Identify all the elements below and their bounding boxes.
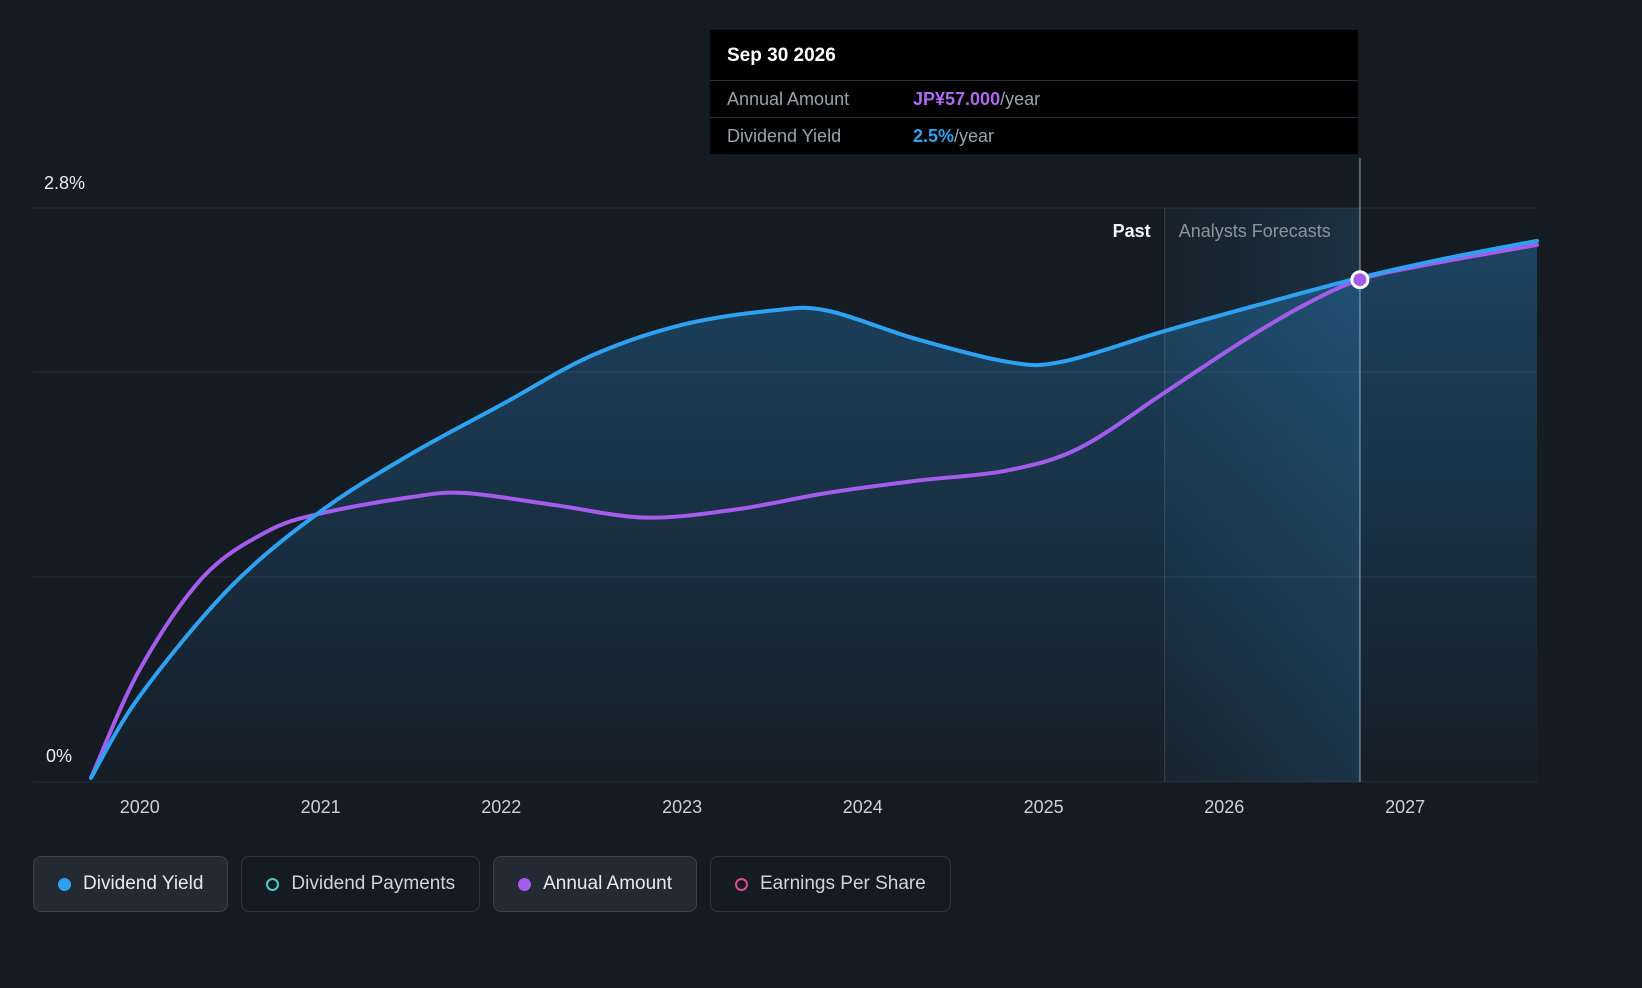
tooltip-label: Dividend Yield [727,126,842,146]
tooltip-row-dividend-yield: Dividend Yield 2.5% /year [710,117,1358,154]
legend-label: Earnings Per Share [760,873,926,894]
past-label: Past [1112,221,1151,241]
chart-legend: Dividend Yield Dividend Payments Annual Am… [33,856,951,912]
earnings-per-share-dot-icon [735,877,748,891]
x-axis-tick: 2024 [842,797,883,817]
tooltip-label: Annual Amount [727,89,850,109]
annual-amount-dot-icon [518,877,532,891]
x-axis-tick: 2021 [300,797,341,817]
x-axis-tick: 2026 [1204,797,1245,817]
x-axis-tick: 2027 [1385,797,1426,817]
x-axis-tick: 2022 [481,797,522,817]
dividend-payments-dot-icon [266,877,280,891]
tooltip-row-annual-amount: Annual Amount JP¥57.000 /year [710,80,1358,117]
y-axis-label-bottom: 0% [46,746,73,766]
tooltip-value: JP¥57.000 [913,89,1001,109]
annual-amount-line [89,242,1539,780]
y-axis-label-top: 2.8% [44,173,86,193]
x-axis-tick: 2020 [119,797,160,817]
legend-dividend-yield[interactable]: Dividend Yield [33,856,229,912]
chart-tooltip: Sep 30 2026 Annual Amount JP¥57.000 /yea… [710,30,1358,154]
legend-earnings-per-share[interactable]: Earnings Per Share [710,856,951,912]
legend-label: Annual Amount [543,873,672,894]
legend-label: Dividend Yield [83,873,204,894]
dividend-yield-line [89,238,1539,780]
dividend-yield-dot-icon [58,877,71,891]
x-axis-tick: 2023 [662,797,703,817]
legend-label: Dividend Payments [291,873,456,894]
dividend-yield-area [91,240,1537,783]
marker-dot[interactable] [1350,270,1370,290]
tooltip-value: 2.5% [913,126,955,146]
tooltip-suffix: /year [954,126,995,146]
tooltip-suffix: /year [1000,89,1041,109]
legend-annual-amount[interactable]: Annual Amount [493,856,697,912]
legend-dividend-payments[interactable]: Dividend Payments [241,856,481,912]
tooltip-date: Sep 30 2026 [727,45,836,66]
analysts-forecasts-label: Analysts Forecasts [1178,221,1331,241]
x-axis-tick: 2025 [1023,797,1064,817]
